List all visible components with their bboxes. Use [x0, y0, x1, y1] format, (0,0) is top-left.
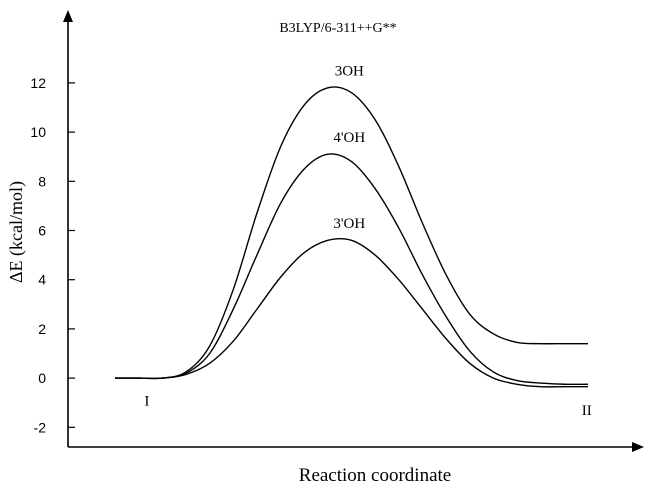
- x-axis-arrow: [632, 442, 644, 452]
- y-ticks: -2 0 2 4 6 8 10 12: [30, 75, 75, 435]
- y-tick-label: 4: [38, 272, 46, 288]
- series-label: 3OH: [335, 64, 364, 80]
- x-axis-label: Reaction coordinate: [299, 465, 451, 486]
- curves: [114, 86, 589, 388]
- point-labels: III: [144, 393, 591, 419]
- series-labels: 3OH 4'OH 3'OH: [333, 64, 365, 233]
- y-tick-label: -2: [34, 419, 47, 435]
- series-line-4oh: [114, 153, 589, 386]
- y-tick-label: 10: [30, 124, 46, 140]
- series-line-3oh: [114, 86, 588, 380]
- chart-title: B3LYP/6-311++G**: [279, 21, 396, 36]
- point-label: I: [144, 393, 149, 409]
- y-tick-label: 2: [38, 321, 46, 337]
- y-tick-label: 0: [38, 370, 46, 386]
- series-label: 3'OH: [333, 216, 365, 232]
- y-tick-label: 8: [38, 173, 46, 189]
- y-axis-label: ΔE (kcal/mol): [6, 181, 27, 283]
- y-tick-label: 6: [38, 223, 46, 239]
- point-label: II: [582, 403, 592, 419]
- y-tick-label: 12: [30, 75, 46, 91]
- y-axis-arrow: [63, 10, 73, 22]
- series-label: 4'OH: [333, 130, 365, 146]
- series-line-3oh: [114, 237, 588, 388]
